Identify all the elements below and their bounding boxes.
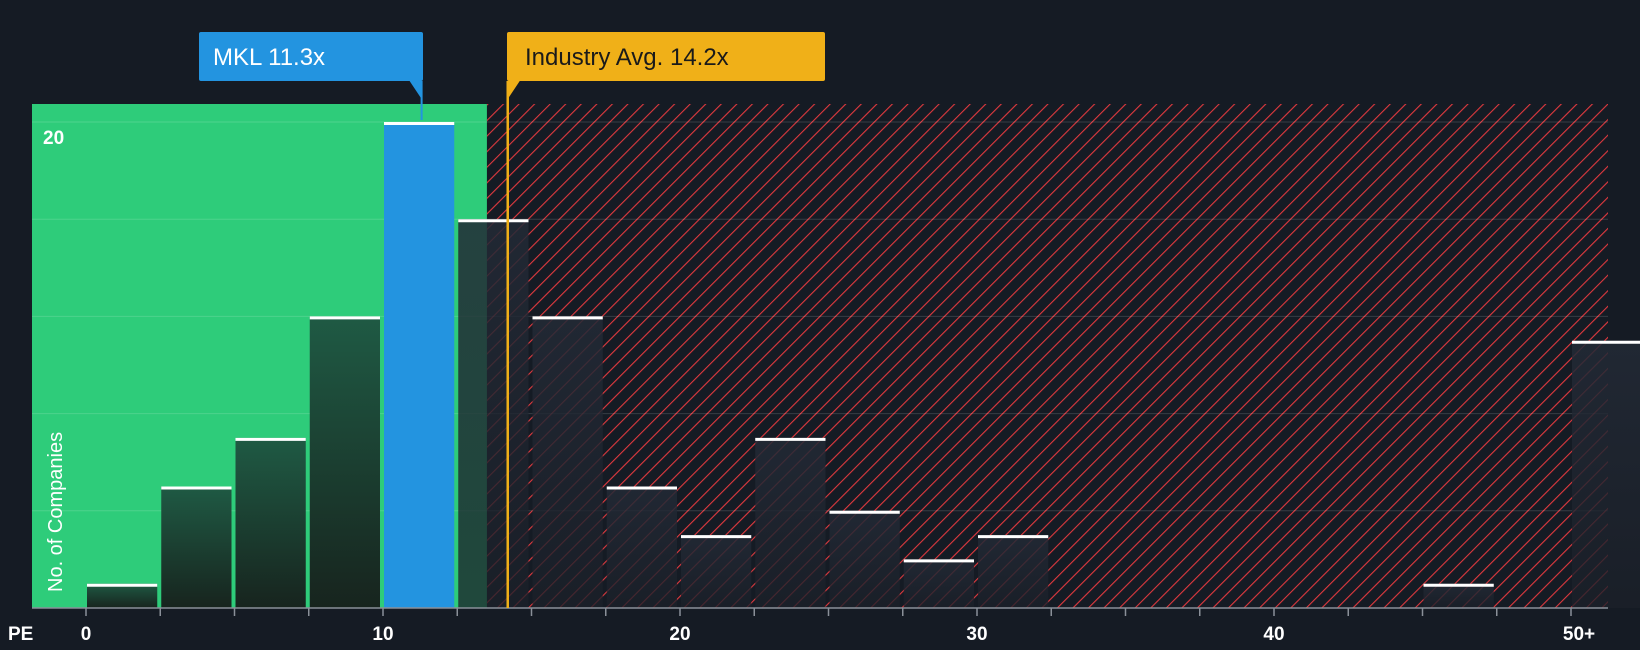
x-tick-label: 50+ (1563, 624, 1595, 645)
y-axis-title: No. of Companies (45, 432, 67, 592)
histogram-bar (458, 219, 529, 608)
histogram-bar (903, 559, 974, 608)
x-tick-label: 0 (81, 624, 92, 645)
histogram-bar (978, 535, 1049, 608)
subject-callout-label: MKL 11.3x (213, 44, 325, 71)
x-axis-title: PE (8, 624, 33, 645)
histogram-bar (532, 316, 603, 608)
x-tick-label: 30 (966, 624, 987, 645)
histogram-bar (681, 535, 752, 608)
histogram-bar (829, 510, 900, 608)
subject-pointer-notch (409, 81, 422, 99)
histogram-bar (606, 486, 677, 608)
histogram-bar (384, 122, 455, 608)
x-tick-label: 40 (1263, 624, 1284, 645)
histogram-bar (1572, 340, 1640, 608)
industry-callout-box (507, 32, 825, 81)
subject-callout-box (199, 32, 423, 81)
histogram-bar (309, 316, 380, 608)
industry-callout-label: Industry Avg. 14.2x (525, 44, 729, 71)
y-tick-label: 20 (43, 128, 64, 149)
x-tick-label: 10 (372, 624, 393, 645)
industry-pointer-notch (507, 81, 520, 99)
histogram-bar (755, 437, 826, 608)
x-tick-label: 20 (669, 624, 690, 645)
histogram-bar (161, 486, 232, 608)
histogram-bar (1423, 583, 1494, 608)
histogram-bar (87, 583, 158, 608)
histogram-bar (235, 437, 306, 608)
